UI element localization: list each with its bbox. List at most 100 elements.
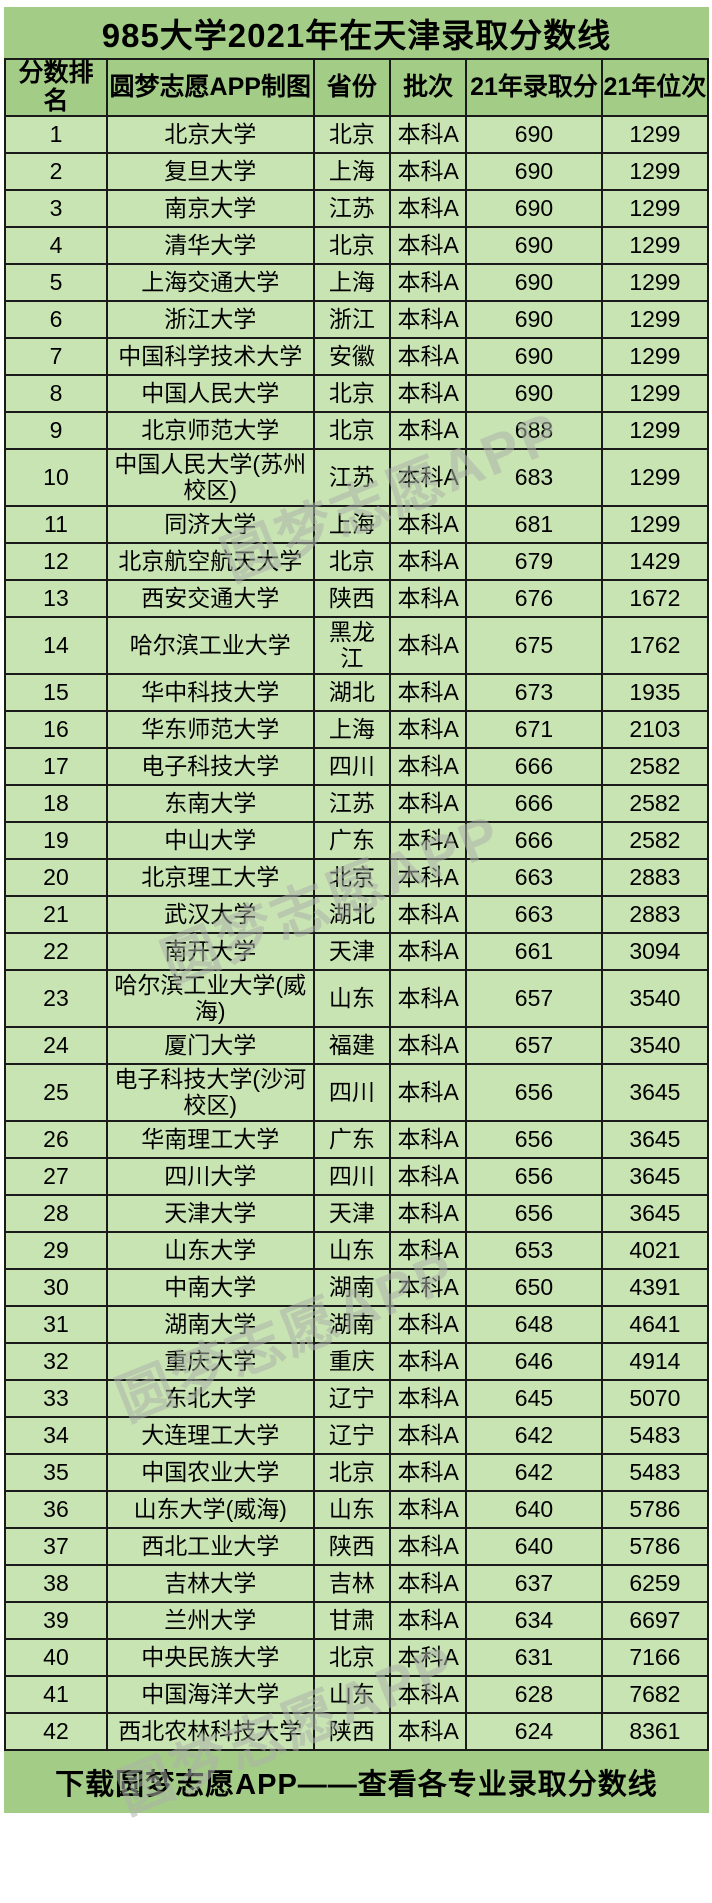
- cell-position-2021: 2883: [600, 857, 710, 897]
- cell-rank: 26: [4, 1119, 108, 1159]
- cell-batch: 本科A: [389, 1230, 468, 1270]
- cell-university: 吉林大学: [105, 1563, 315, 1603]
- table-row: 4 清华大学 北京 本科A 690 1299: [4, 226, 710, 265]
- cell-university: 浙江大学: [105, 300, 315, 339]
- cell-batch: 本科A: [389, 263, 468, 302]
- cell-score-2021: 690: [465, 374, 603, 413]
- cell-university: 中国农业大学: [105, 1452, 315, 1492]
- table-row: 40 中央民族大学 北京 本科A 631 7166: [4, 1637, 710, 1677]
- cell-province: 山东: [312, 1489, 392, 1529]
- column-header-score-2021: 21年录取分: [465, 58, 603, 117]
- cell-province: 湖北: [312, 894, 392, 934]
- cell-position-2021: 1762: [600, 615, 710, 675]
- cell-rank: 34: [4, 1415, 108, 1455]
- cell-position-2021: 3094: [600, 931, 710, 971]
- cell-position-2021: 2103: [600, 709, 710, 749]
- cell-province: 天津: [312, 931, 392, 971]
- cell-province: 广东: [312, 820, 392, 860]
- cell-position-2021: 1299: [600, 337, 710, 376]
- cell-university: 湖南大学: [105, 1304, 315, 1344]
- cell-score-2021: 688: [465, 411, 603, 450]
- cell-score-2021: 690: [465, 152, 603, 191]
- cell-province: 吉林: [312, 1563, 392, 1603]
- header-row: 分数排名 圆梦志愿APP制图 省份 批次 21年录取分 21年位次: [4, 58, 710, 117]
- cell-rank: 17: [4, 746, 108, 786]
- cell-position-2021: 4021: [600, 1230, 710, 1270]
- cell-score-2021: 663: [465, 857, 603, 897]
- cell-university: 华中科技大学: [105, 672, 315, 712]
- cell-score-2021: 690: [465, 337, 603, 376]
- cell-university: 西北工业大学: [105, 1526, 315, 1566]
- cell-province: 北京: [312, 226, 392, 265]
- column-header-position-2021: 21年位次: [600, 58, 710, 117]
- cell-university: 哈尔滨工业大学: [105, 615, 315, 675]
- cell-batch: 本科A: [389, 1415, 468, 1455]
- cell-province: 北京: [312, 1452, 392, 1492]
- cell-university: 武汉大学: [105, 894, 315, 934]
- cell-province: 重庆: [312, 1341, 392, 1381]
- table-row: 1 北京大学 北京 本科A 690 1299: [4, 115, 710, 154]
- cell-position-2021: 8361: [600, 1711, 710, 1751]
- cell-score-2021: 653: [465, 1230, 603, 1270]
- cell-rank: 6: [4, 300, 108, 339]
- cell-position-2021: 3645: [600, 1062, 710, 1122]
- cell-university: 东南大学: [105, 783, 315, 823]
- cell-batch: 本科A: [389, 820, 468, 860]
- table-row: 6 浙江大学 浙江 本科A 690 1299: [4, 300, 710, 339]
- cell-score-2021: 657: [465, 968, 603, 1028]
- cell-rank: 15: [4, 672, 108, 712]
- cell-university: 中南大学: [105, 1267, 315, 1307]
- cell-batch: 本科A: [389, 1025, 468, 1065]
- cell-position-2021: 2582: [600, 746, 710, 786]
- cell-province: 北京: [312, 411, 392, 450]
- cell-batch: 本科A: [389, 968, 468, 1028]
- cell-rank: 22: [4, 931, 108, 971]
- cell-score-2021: 648: [465, 1304, 603, 1344]
- cell-position-2021: 5070: [600, 1378, 710, 1418]
- cell-batch: 本科A: [389, 1452, 468, 1492]
- table-row: 10 中国人民大学(苏州校区) 江苏 本科A 683 1299: [4, 448, 710, 507]
- cell-position-2021: 1299: [600, 226, 710, 265]
- cell-university: 中国人民大学: [105, 374, 315, 413]
- cell-batch: 本科A: [389, 1304, 468, 1344]
- cell-province: 浙江: [312, 300, 392, 339]
- cell-rank: 31: [4, 1304, 108, 1344]
- table-row: 19 中山大学 广东 本科A 666 2582: [4, 820, 710, 860]
- cell-batch: 本科A: [389, 1156, 468, 1196]
- cell-province: 湖北: [312, 672, 392, 712]
- cell-province: 山东: [312, 1674, 392, 1714]
- cell-position-2021: 5483: [600, 1415, 710, 1455]
- table-row: 16 华东师范大学 上海 本科A 671 2103: [4, 709, 710, 749]
- cell-score-2021: 683: [465, 448, 603, 507]
- cell-university: 东北大学: [105, 1378, 315, 1418]
- cell-batch: 本科A: [389, 783, 468, 823]
- cell-university: 电子科技大学: [105, 746, 315, 786]
- table-row: 20 北京理工大学 北京 本科A 663 2883: [4, 857, 710, 897]
- cell-university: 重庆大学: [105, 1341, 315, 1381]
- table-row: 13 西安交通大学 陕西 本科A 676 1672: [4, 578, 710, 618]
- cell-batch: 本科A: [389, 504, 468, 544]
- cell-rank: 12: [4, 541, 108, 581]
- cell-rank: 23: [4, 968, 108, 1028]
- cell-position-2021: 6697: [600, 1600, 710, 1640]
- cell-position-2021: 1429: [600, 541, 710, 581]
- cell-position-2021: 1299: [600, 300, 710, 339]
- cell-position-2021: 2883: [600, 894, 710, 934]
- cell-batch: 本科A: [389, 1637, 468, 1677]
- cell-batch: 本科A: [389, 857, 468, 897]
- cell-score-2021: 681: [465, 504, 603, 544]
- cell-province: 北京: [312, 857, 392, 897]
- table-row: 9 北京师范大学 北京 本科A 688 1299: [4, 411, 710, 450]
- table-row: 31 湖南大学 湖南 本科A 648 4641: [4, 1304, 710, 1344]
- cell-rank: 20: [4, 857, 108, 897]
- cell-rank: 19: [4, 820, 108, 860]
- cell-university: 北京大学: [105, 115, 315, 154]
- cell-university: 大连理工大学: [105, 1415, 315, 1455]
- cell-province: 安徽: [312, 337, 392, 376]
- cell-score-2021: 690: [465, 189, 603, 228]
- table-row: 33 东北大学 辽宁 本科A 645 5070: [4, 1378, 710, 1418]
- table-row: 18 东南大学 江苏 本科A 666 2582: [4, 783, 710, 823]
- cell-rank: 39: [4, 1600, 108, 1640]
- cell-university: 南京大学: [105, 189, 315, 228]
